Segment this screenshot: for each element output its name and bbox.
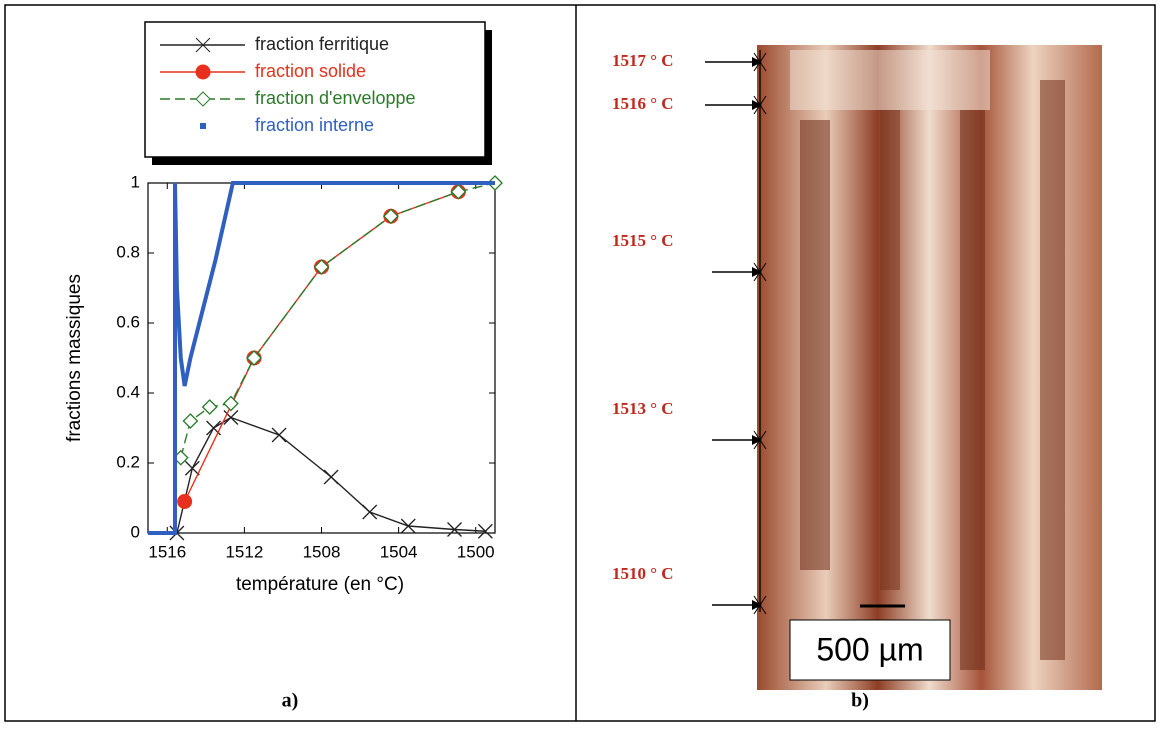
series-line bbox=[180, 182, 496, 458]
legend-marker bbox=[195, 64, 211, 80]
y-axis-label: fractions massiques bbox=[64, 274, 85, 442]
x-tick-label: 1516 bbox=[148, 542, 186, 561]
caption: b) bbox=[851, 690, 869, 712]
x-tick-label: 1504 bbox=[380, 542, 418, 561]
x-tick-label: 1500 bbox=[457, 542, 495, 561]
marker bbox=[177, 494, 193, 509]
marker bbox=[313, 259, 330, 275]
scale-box bbox=[789, 619, 951, 681]
micrograph-texture bbox=[790, 50, 1065, 670]
y-tick-label: 0 bbox=[131, 522, 140, 541]
arrow-head bbox=[752, 600, 762, 610]
arrow-head bbox=[752, 267, 762, 277]
temperature-label: 1513 ° C bbox=[612, 399, 674, 418]
temperature-label: 1517 ° C bbox=[612, 51, 674, 70]
marker bbox=[477, 523, 493, 539]
tick-x bbox=[753, 52, 767, 72]
legend-label: fraction solide bbox=[255, 61, 366, 81]
tick-x bbox=[753, 95, 767, 115]
marker bbox=[400, 518, 416, 534]
x-tick-label: 1508 bbox=[303, 542, 341, 561]
tick-x bbox=[753, 595, 767, 615]
legend-marker bbox=[200, 123, 206, 129]
marker bbox=[201, 399, 218, 415]
marker bbox=[382, 208, 399, 225]
frame bbox=[4, 4, 1156, 722]
arrow-head bbox=[752, 57, 762, 67]
series-line bbox=[148, 181, 495, 535]
legend-marker bbox=[195, 91, 211, 107]
marker bbox=[362, 504, 378, 520]
plot-frame bbox=[147, 182, 496, 534]
legend-marker bbox=[195, 37, 211, 53]
series-line bbox=[183, 191, 459, 502]
arrow-head bbox=[752, 100, 762, 110]
temperature-label: 1515 ° C bbox=[612, 231, 674, 250]
legend-label: fraction interne bbox=[255, 115, 374, 135]
marker bbox=[271, 427, 287, 443]
arrow-head bbox=[752, 435, 762, 445]
series-line bbox=[176, 416, 486, 534]
x-tick-label: 1512 bbox=[225, 542, 263, 561]
temperature-label: 1516 ° C bbox=[612, 94, 674, 113]
tick-x bbox=[753, 262, 767, 282]
marker bbox=[246, 350, 262, 366]
tick-x bbox=[753, 430, 767, 450]
scale-label: 500 µm bbox=[816, 631, 923, 667]
legend-label: fraction ferritique bbox=[255, 34, 389, 54]
x-axis-label: température (en °C) bbox=[236, 574, 404, 595]
marker bbox=[182, 413, 199, 429]
y-tick-label: 0.6 bbox=[116, 312, 140, 331]
y-tick-label: 1 bbox=[131, 172, 140, 191]
marker bbox=[223, 410, 239, 425]
marker bbox=[447, 522, 462, 537]
marker bbox=[323, 469, 339, 485]
temperature-label: 1510 ° C bbox=[612, 564, 674, 583]
marker bbox=[450, 183, 467, 200]
y-tick-label: 0.2 bbox=[116, 452, 140, 471]
caption: a) bbox=[282, 690, 299, 712]
y-tick-label: 0.4 bbox=[116, 382, 140, 401]
marker bbox=[184, 460, 200, 476]
legend-label: fraction d'enveloppe bbox=[255, 88, 416, 108]
marker bbox=[222, 395, 239, 412]
y-tick-label: 0.8 bbox=[116, 242, 140, 261]
